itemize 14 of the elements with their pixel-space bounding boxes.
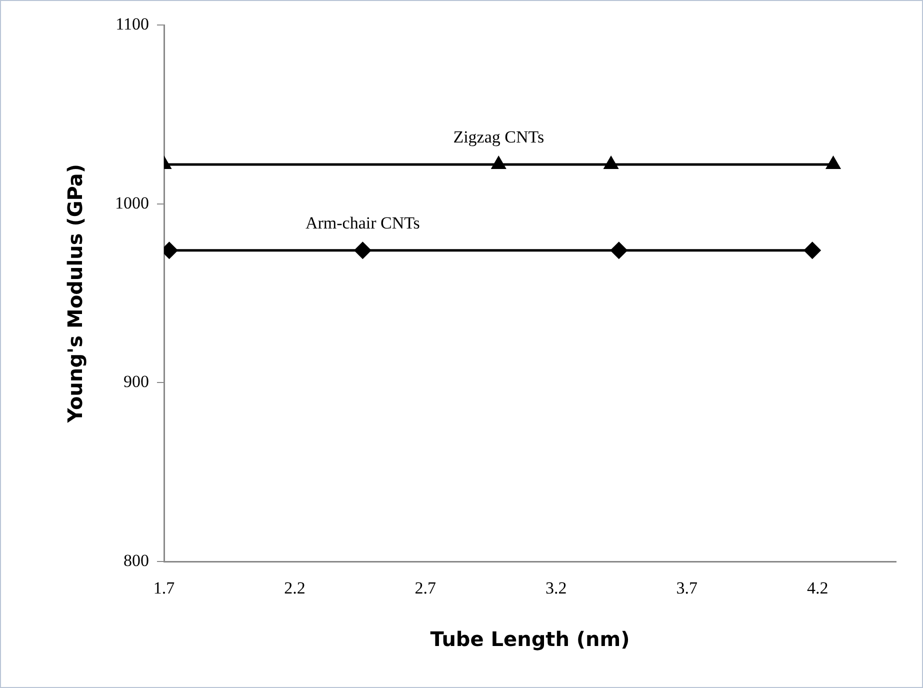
x-tick-label: 3.7 xyxy=(676,578,698,598)
x-tick-label: 4.2 xyxy=(806,578,828,598)
y-axis-title: Young's Modulus (GPa) xyxy=(63,164,88,424)
y-tick-label: 800 xyxy=(124,551,149,570)
x-tick-label: 2.7 xyxy=(414,578,437,598)
y-tick-label: 1100 xyxy=(116,14,149,34)
x-tick-label: 2.2 xyxy=(284,578,306,598)
y-tick-label: 1000 xyxy=(115,193,149,212)
series-label: Arm-chair CNTs xyxy=(305,213,420,232)
x-tick-label: 3.2 xyxy=(546,578,567,598)
x-tick-label: 1.7 xyxy=(153,578,176,598)
y-tick-label: 900 xyxy=(124,372,149,392)
x-axis-title: Tube Length (nm) xyxy=(430,627,630,652)
series-label: Zigzag CNTs xyxy=(453,127,544,146)
